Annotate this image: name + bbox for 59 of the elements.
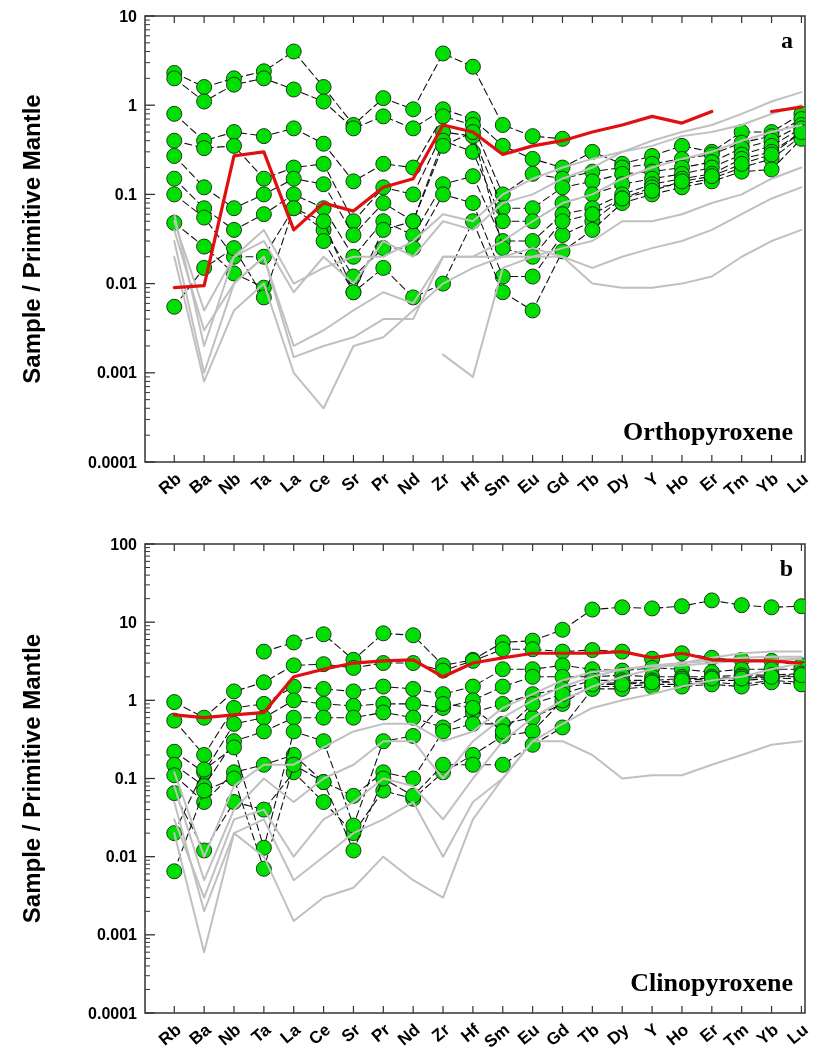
x-tick-label: La (276, 468, 305, 497)
x-tick-label: Zr (428, 1019, 454, 1046)
x-tick-label: Dy (603, 1019, 634, 1049)
x-tick-label: Ta (247, 468, 275, 496)
x-tick-label: Gd (542, 1020, 573, 1050)
x-tick-label: Tm (720, 1020, 753, 1052)
x-tick-label: Ho (662, 469, 693, 499)
x-tick-label: Nd (394, 469, 424, 499)
x-tick-label: Sr (337, 1019, 365, 1047)
x-tick-label: Pr (367, 468, 394, 496)
y-tick-label: 0.01 (105, 848, 138, 866)
y-axis-title: Sample / Primitive Mantle (18, 94, 45, 384)
x-tick-label: Lu (783, 469, 812, 497)
y-tick-label: 0.1 (114, 186, 138, 203)
x-tick-label: Dy (603, 468, 634, 498)
x-tick-label: La (276, 1019, 305, 1048)
x-tick-label: Nb (214, 469, 245, 499)
x-tick-label: Tb (574, 1020, 603, 1048)
x-tick-label: Pr (367, 1019, 394, 1047)
x-tick-label: Ba (185, 468, 215, 498)
x-tick-label: Eu (514, 469, 544, 498)
x-tick-label: Er (696, 468, 723, 496)
y-tick-label: 0.0001 (88, 453, 138, 471)
y-tick-label: 0.0001 (88, 1004, 138, 1022)
x-tick-label: Er (696, 1019, 723, 1047)
x-tick-label: Y (641, 468, 663, 491)
x-tick-label: Tm (720, 469, 753, 501)
x-tick-label: Nd (394, 1020, 424, 1050)
x-tick-label: Rb (155, 469, 185, 499)
x-tick-label: Ho (662, 1020, 693, 1050)
annotation: Orthopyroxene (623, 417, 793, 446)
y-tick-label: 10 (119, 7, 138, 25)
x-tick-label: Zr (428, 468, 454, 495)
x-tick-label: Ta (247, 1019, 275, 1047)
x-tick-label: Ba (185, 1019, 215, 1049)
y-tick-label: 10 (119, 613, 138, 631)
x-tick-label: Yb (753, 469, 782, 498)
annotation: Clinopyroxene (630, 968, 793, 997)
x-tick-label: Ce (305, 469, 334, 498)
x-tick-label: Y (641, 1019, 663, 1042)
annotation: a (781, 27, 793, 53)
x-tick-label: Lu (783, 1020, 812, 1048)
annotation: b (779, 555, 793, 581)
x-tick-label: Nb (214, 1020, 245, 1050)
x-tick-label: Yb (753, 1020, 782, 1049)
x-tick-label: Eu (514, 1020, 544, 1049)
y-tick-label: 0.01 (105, 275, 138, 293)
y-axis-title: Sample / Primitive Mantle (18, 633, 45, 924)
y-tick-label: 0.1 (114, 770, 138, 788)
x-tick-label: Sr (337, 468, 365, 496)
y-tick-label: 1 (128, 691, 138, 709)
x-tick-label: Ce (305, 1020, 334, 1049)
x-tick-label: Gd (542, 469, 573, 499)
x-tick-label: Tb (574, 469, 603, 497)
y-tick-label: 1 (128, 96, 138, 114)
y-tick-label: 0.001 (96, 926, 138, 944)
y-tick-label: 0.001 (96, 364, 138, 382)
x-tick-label: Rb (155, 1020, 185, 1050)
y-tick-label: 100 (110, 535, 138, 553)
